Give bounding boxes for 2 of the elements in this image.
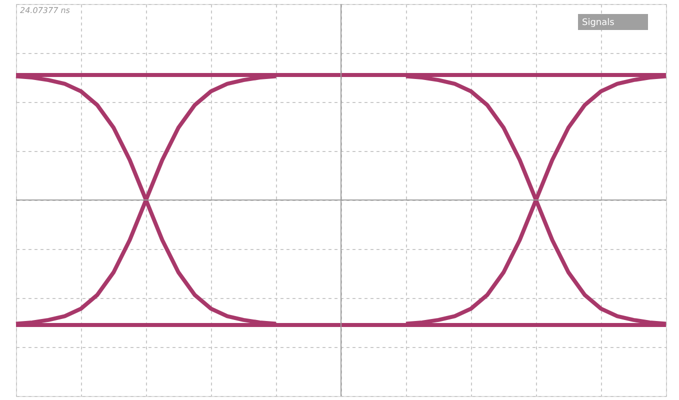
text: Signals [582, 18, 615, 28]
text: 24.07377 ns [20, 6, 70, 15]
